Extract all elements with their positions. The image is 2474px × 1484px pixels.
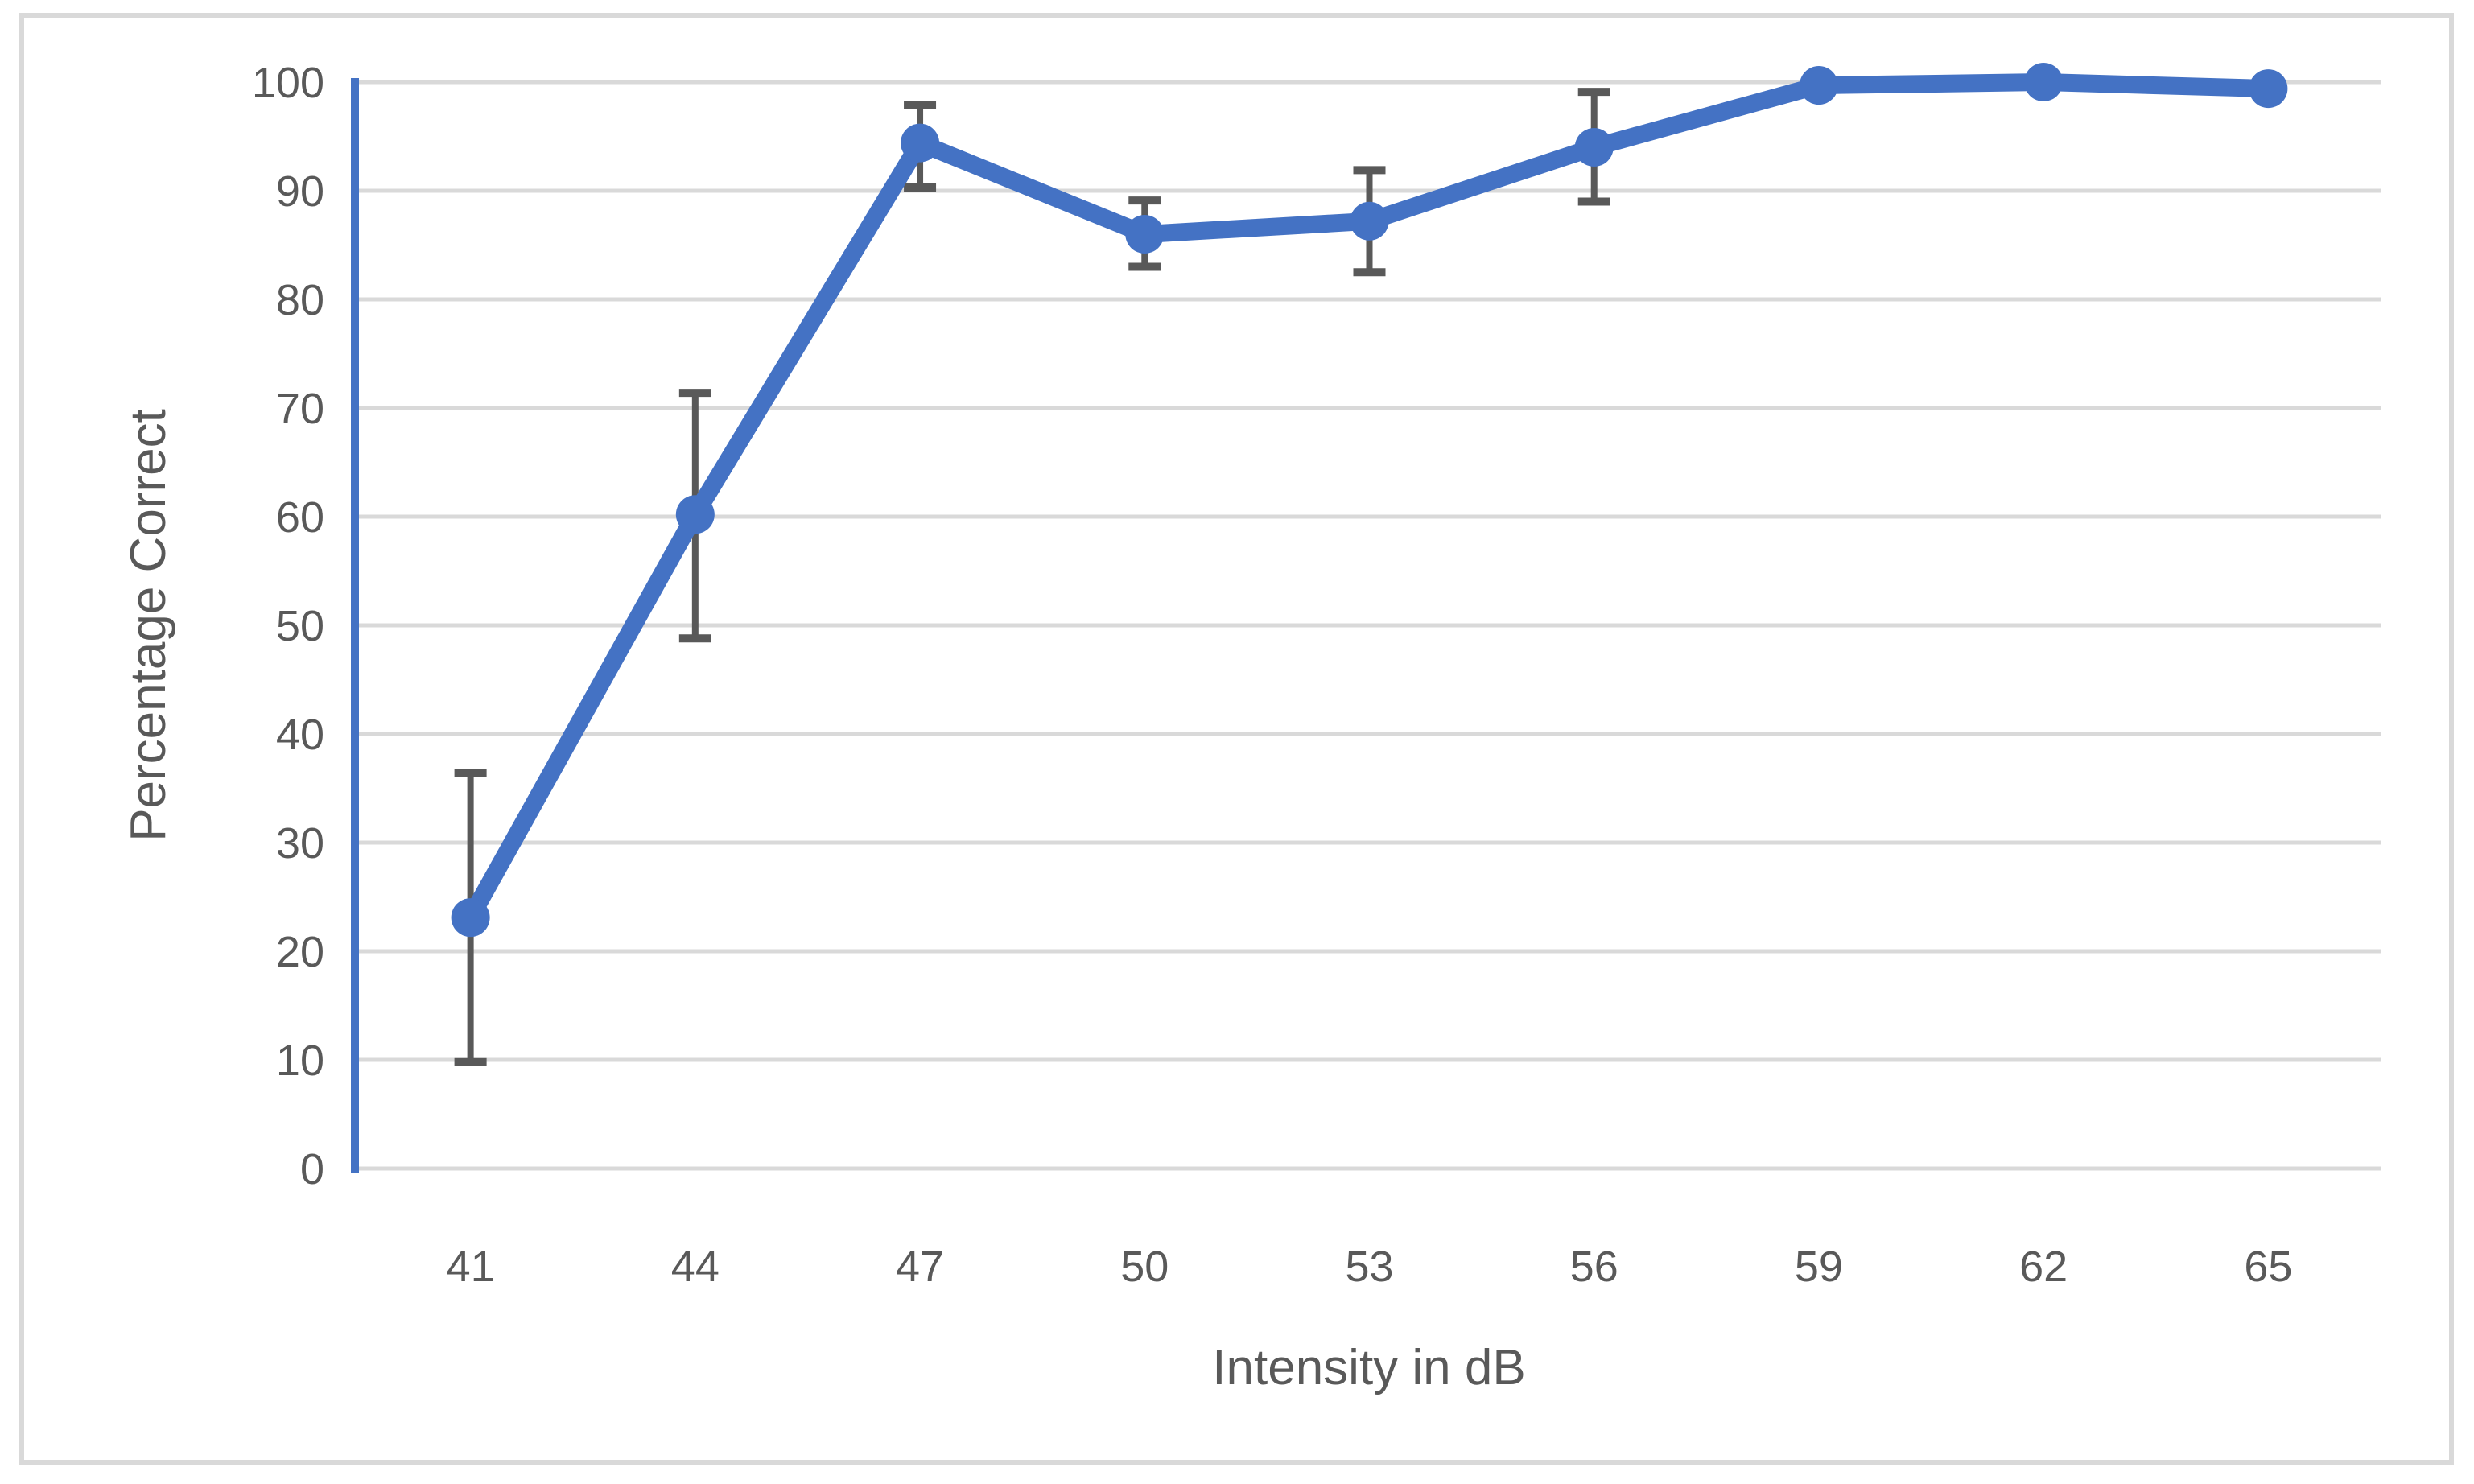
y-tick-label: 50 xyxy=(276,602,324,650)
x-tick-label: 56 xyxy=(1570,1243,1618,1291)
data-point-marker xyxy=(2249,69,2288,109)
y-tick-label: 20 xyxy=(276,928,324,976)
data-point-marker xyxy=(2024,63,2064,101)
x-tick-label: 41 xyxy=(447,1243,495,1291)
y-axis-title: Percentage Correct xyxy=(121,409,176,842)
y-tick-label: 30 xyxy=(276,819,324,868)
data-point-marker xyxy=(1350,201,1389,241)
data-point-marker xyxy=(1574,128,1614,167)
data-point-marker xyxy=(1125,215,1165,254)
data-point-marker xyxy=(451,898,490,938)
x-tick-label: 50 xyxy=(1120,1243,1169,1291)
y-tick-label: 10 xyxy=(276,1037,324,1085)
y-tick-label: 90 xyxy=(276,167,324,216)
y-tick-label: 60 xyxy=(276,493,324,542)
x-tick-label: 59 xyxy=(1795,1243,1843,1291)
x-tick-label: 62 xyxy=(2019,1243,2068,1291)
y-tick-label: 100 xyxy=(252,59,324,107)
y-tick-labels-layer: 0 10 20 30 40 50 60 70 80 90 100 xyxy=(252,59,324,1193)
x-tick-label: 44 xyxy=(671,1243,720,1291)
data-point-marker xyxy=(675,495,715,534)
chart-border xyxy=(19,13,2454,1465)
x-tick-label: 53 xyxy=(1345,1243,1393,1291)
markers-layer xyxy=(451,63,2288,938)
x-tick-label: 65 xyxy=(2244,1243,2292,1291)
y-tick-label: 40 xyxy=(276,711,324,759)
y-tick-label: 0 xyxy=(300,1145,324,1193)
x-tick-labels-layer: 41 44 47 50 53 56 59 62 65 xyxy=(447,1243,2293,1291)
y-tick-label: 80 xyxy=(276,276,324,324)
data-point-marker xyxy=(1799,66,1838,105)
y-tick-label: 70 xyxy=(276,385,324,433)
data-point-marker xyxy=(901,123,940,163)
x-axis-title: Intensity in dB xyxy=(1212,1340,1525,1395)
x-tick-label: 47 xyxy=(896,1243,944,1291)
